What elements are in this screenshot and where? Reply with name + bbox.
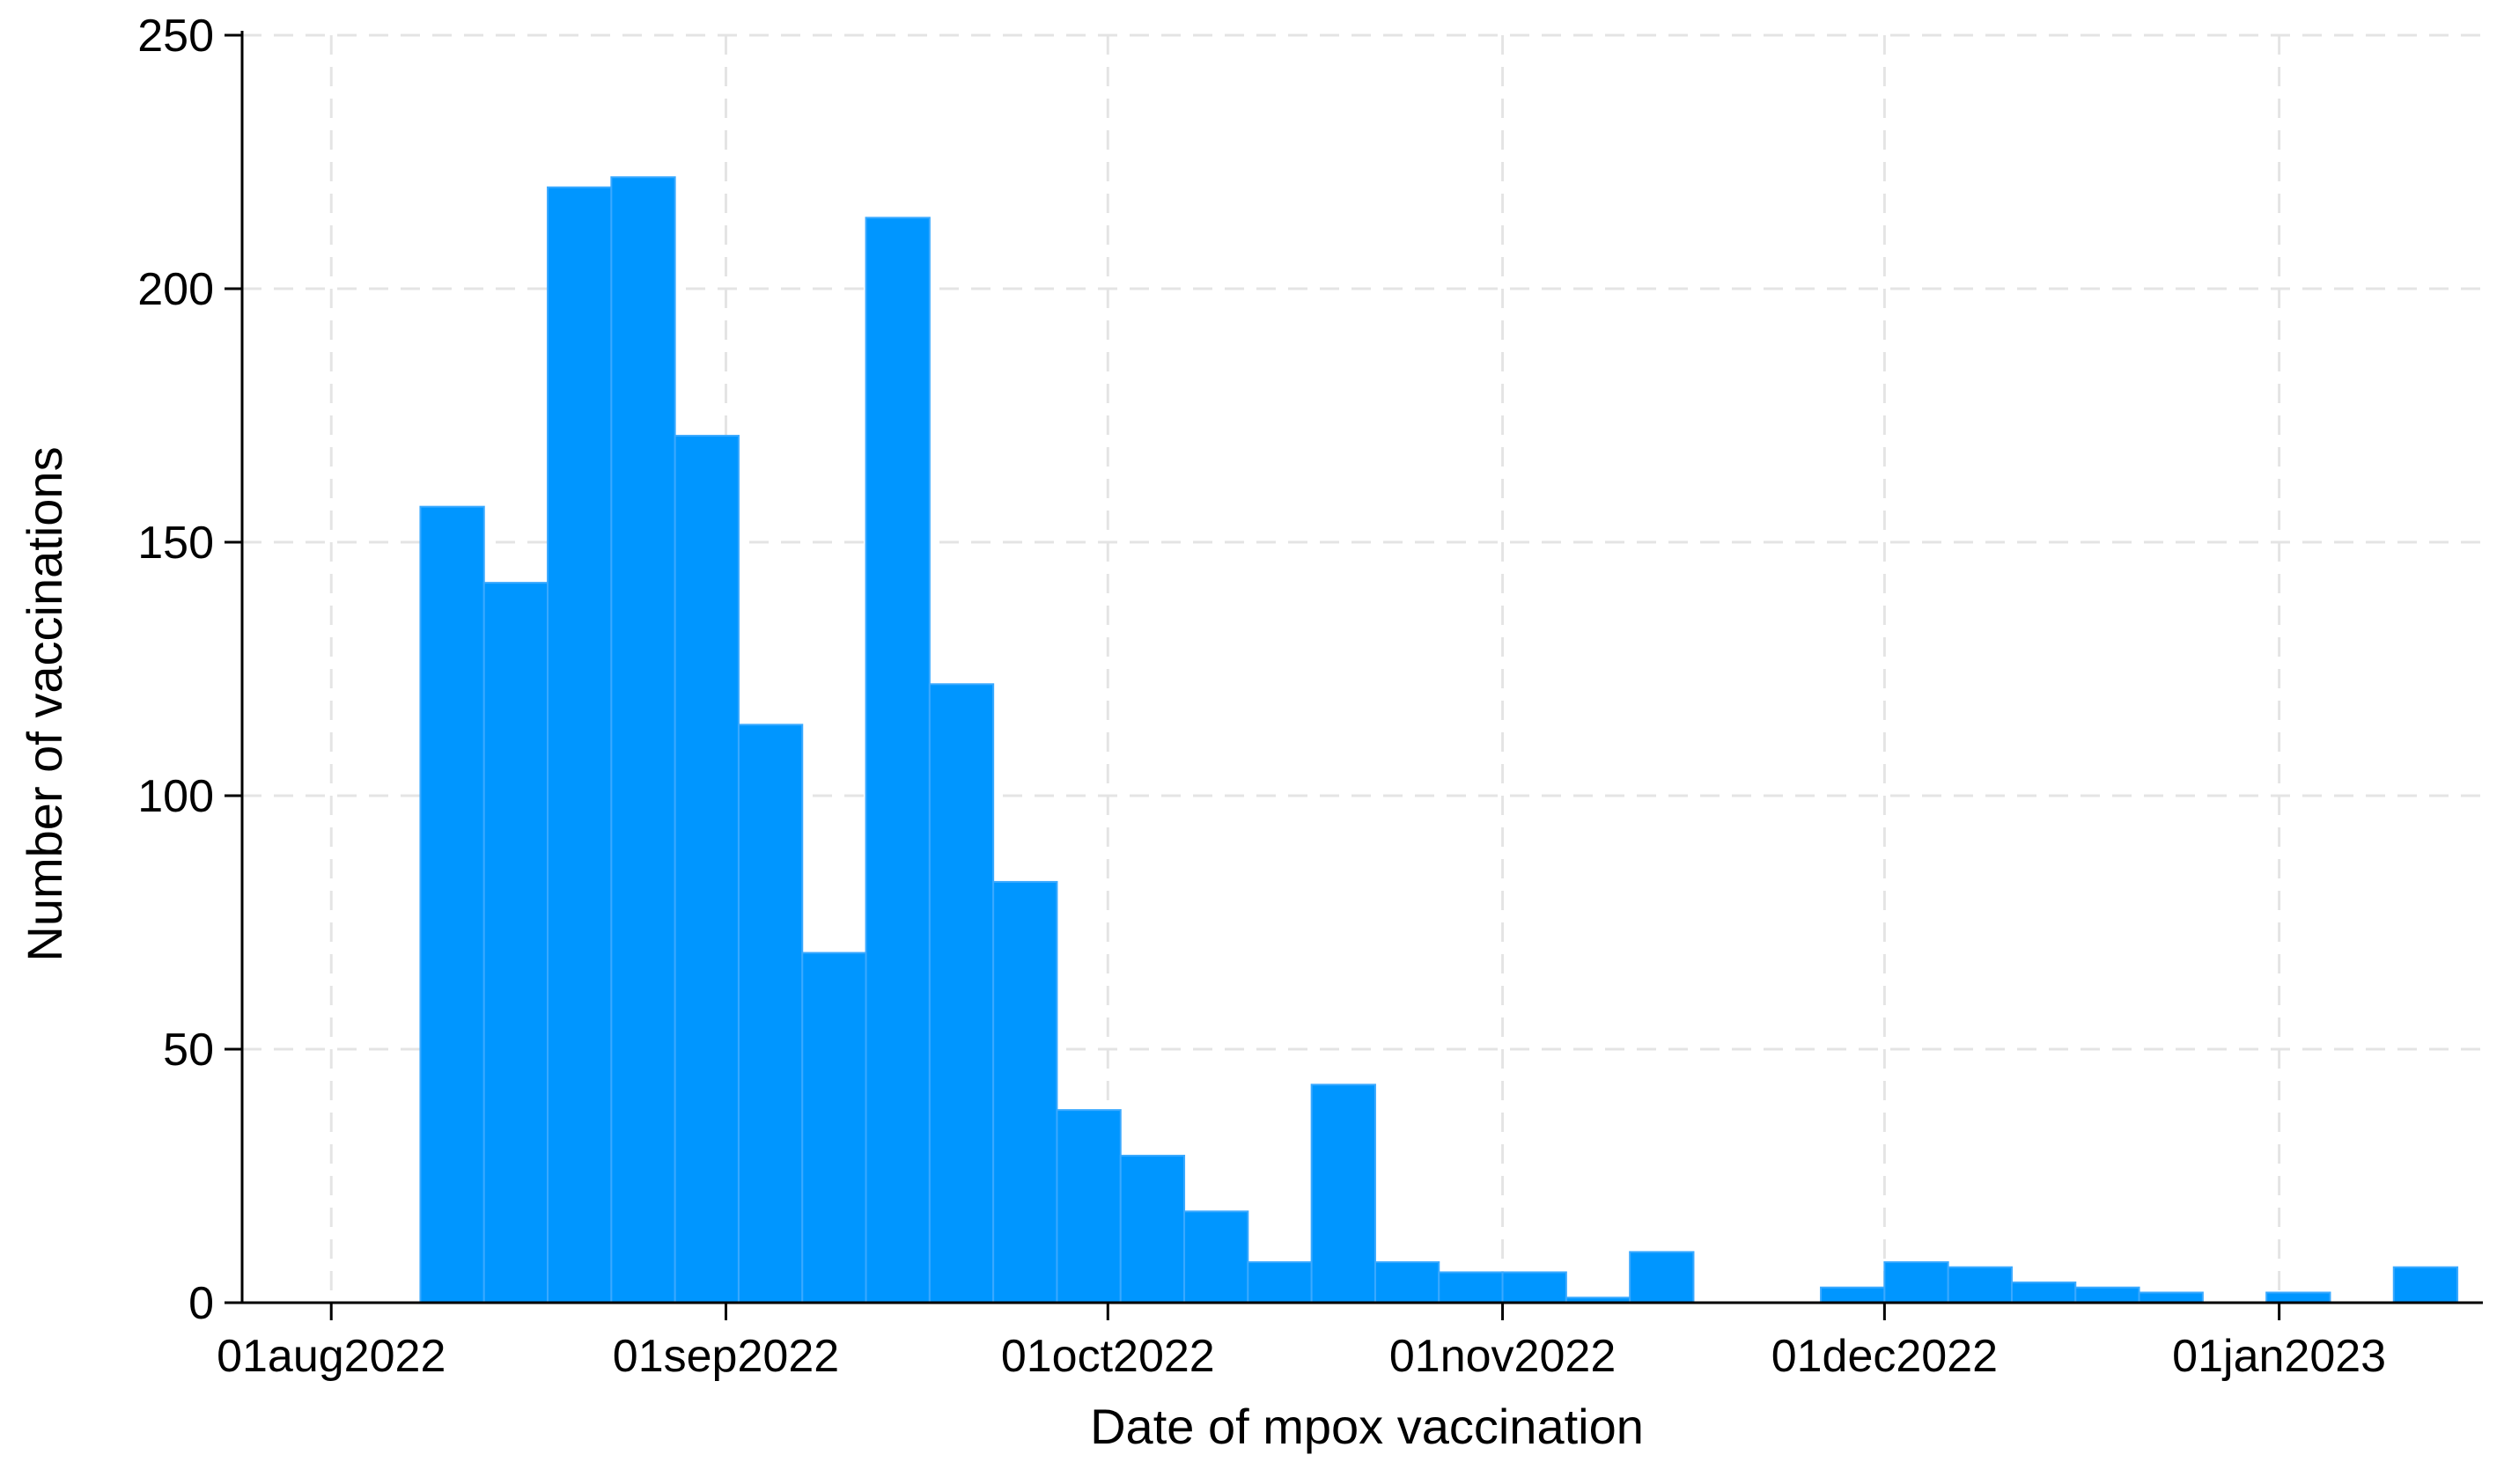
x-axis-title: Date of mpox vaccination: [1090, 1399, 1644, 1454]
y-tick-label: 0: [188, 1278, 214, 1329]
histogram-bar: [1119, 1154, 1186, 1304]
histogram-bar: [737, 724, 804, 1304]
histogram-bar: [1310, 1084, 1376, 1304]
histogram-bar: [2265, 1291, 2331, 1304]
histogram-bar: [2138, 1291, 2204, 1304]
histogram-bar: [1629, 1251, 1695, 1304]
histogram-bar: [2392, 1266, 2459, 1304]
histogram-bar: [1947, 1266, 2013, 1304]
y-tick-label: 200: [137, 264, 214, 315]
axes: [225, 31, 2483, 1320]
histogram-bar: [1056, 1109, 1122, 1304]
histogram-bar: [928, 683, 995, 1304]
histogram-bar: [2010, 1281, 2077, 1304]
y-tick-label: 250: [137, 11, 214, 62]
x-tick-label: 01jan2023: [2172, 1331, 2386, 1382]
histogram-bar: [419, 505, 485, 1304]
grid-lines: [242, 33, 2483, 1303]
tick-labels: 0 50 100 150 200 250 01aug2022 01sep2022 01oct20…: [137, 11, 2386, 1382]
histogram-bar: [1247, 1260, 1313, 1304]
histogram-bar: [1438, 1271, 1504, 1304]
histogram-bar: [547, 186, 613, 1304]
histogram-bar: [1501, 1271, 1567, 1304]
histogram-bar: [674, 435, 740, 1304]
histogram-bar: [801, 951, 867, 1304]
histogram-bar: [2074, 1286, 2140, 1304]
y-tick-label: 50: [163, 1025, 214, 1076]
x-tick-label: 01oct2022: [1001, 1331, 1215, 1382]
y-axis-title: Number of vaccinations: [17, 446, 72, 961]
histogram-bar: [610, 176, 676, 1304]
x-tick-label: 01aug2022: [217, 1331, 446, 1382]
histogram-bar: [992, 880, 1058, 1304]
x-tick-label: 01sep2022: [613, 1331, 839, 1382]
histogram-bars: [419, 176, 2459, 1304]
histogram-bar: [1883, 1260, 1949, 1304]
histogram-bar: [1183, 1210, 1249, 1304]
x-tick-label: 01nov2022: [1389, 1331, 1616, 1382]
y-tick-label: 100: [137, 771, 214, 822]
histogram-bar: [865, 217, 931, 1304]
histogram-bar: [1374, 1260, 1440, 1304]
x-tick-label: 01dec2022: [1771, 1331, 1998, 1382]
histogram-bar: [482, 582, 549, 1304]
y-tick-label: 150: [137, 518, 214, 569]
histogram-bar: [1820, 1286, 1886, 1304]
